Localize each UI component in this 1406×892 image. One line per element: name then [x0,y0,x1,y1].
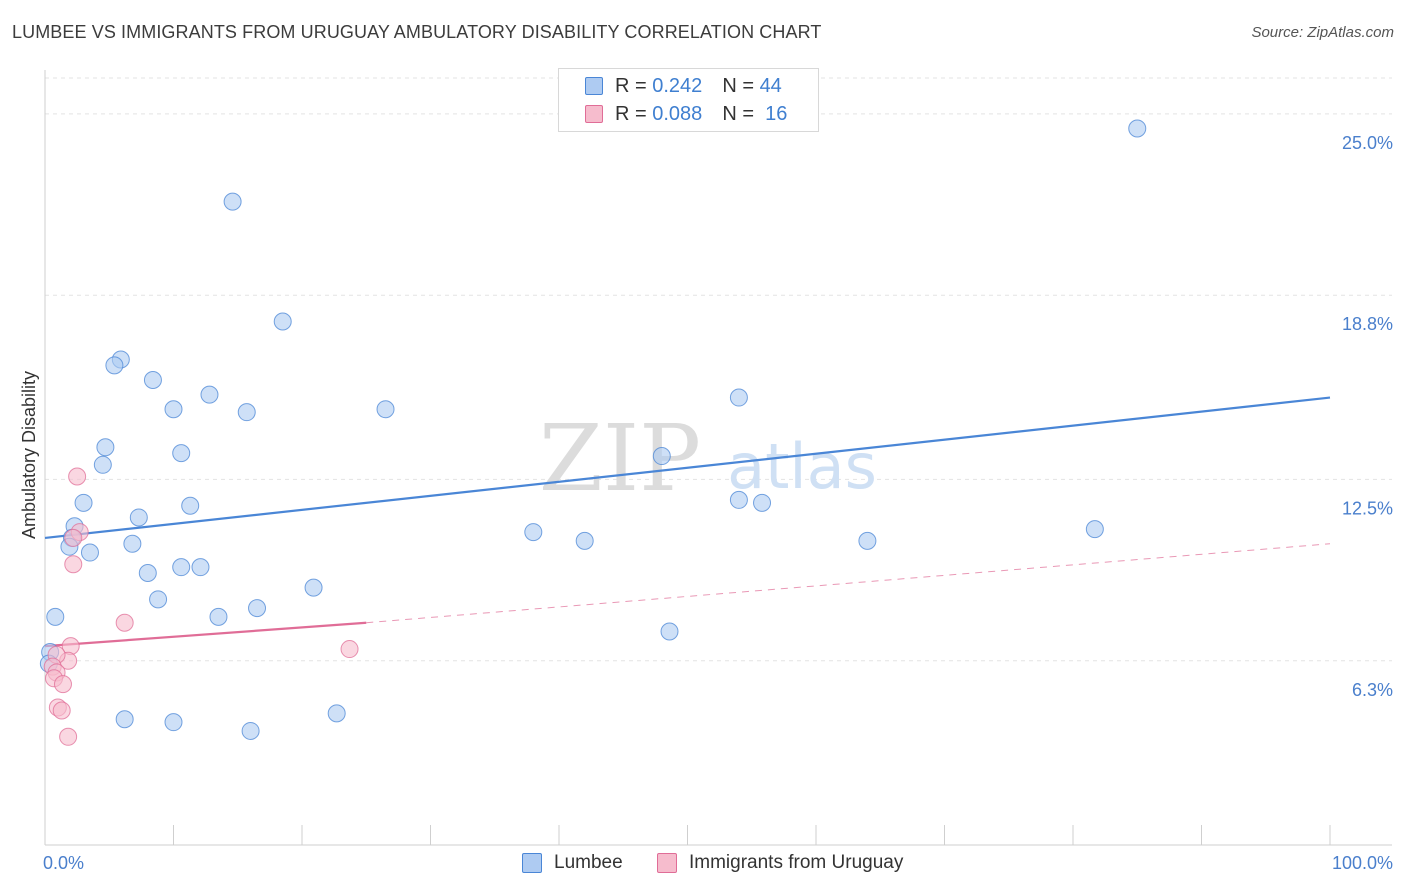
axes [44,70,1392,846]
grid-lines [45,77,1392,662]
point-lumbee [191,558,210,577]
n-label: N = [722,102,754,125]
n-value: 44 [759,74,782,97]
point-uruguay [59,727,78,746]
y-tick-label: 6.3% [1352,680,1393,700]
tick-labels: 6.3% 12.5% 18.8% 25.0% 0.0% 100.0% [43,133,1393,873]
point-lumbee [74,493,93,512]
x-tick-label: 0.0% [43,853,84,873]
legend-row-lumbee: R = 0.242 N = 44 [585,73,782,99]
point-uruguay [52,701,71,720]
trend-lines [44,396,1331,648]
legend-label-uruguay: Immigrants from Uruguay [689,852,904,873]
point-lumbee [93,455,112,474]
watermark-atlas: atlas [727,430,877,503]
point-uruguay [64,528,83,547]
correlation-legend: R = 0.242 N = 44 R = 0.088 N = 16 [558,68,819,132]
legend-label-lumbee: Lumbee [554,852,623,873]
y-axis-label: Ambulatory Disability [19,371,39,539]
point-lumbee [248,599,267,618]
point-lumbee [273,312,292,331]
point-uruguay [53,675,72,694]
point-uruguay [64,555,83,574]
n-label: N = [722,74,754,97]
r-label: R = [615,74,647,97]
y-tick-label: 25.0% [1342,133,1393,153]
point-lumbee [327,704,346,723]
n-value: 16 [765,102,788,125]
point-lumbee [115,710,134,729]
point-lumbee [524,523,543,542]
legend-item-uruguay: Immigrants from Uruguay [657,852,903,874]
trend-line-lumbee [44,396,1331,540]
point-lumbee [729,490,748,509]
point-lumbee [129,508,148,527]
point-lumbee [172,558,191,577]
point-uruguay [115,613,134,632]
source-label: Source: ZipAtlas.com [1251,24,1394,41]
point-lumbee [200,385,219,404]
point-lumbee [105,356,124,375]
point-lumbee [1128,119,1147,138]
series-legend: Lumbee Immigrants from Uruguay [0,852,1406,878]
data-points [39,119,1147,746]
point-lumbee [753,493,772,512]
point-lumbee [652,447,671,466]
legend-row-uruguay: R = 0.088 N = 16 [585,101,787,127]
point-lumbee [164,713,183,732]
y-tick-label: 18.8% [1342,314,1393,334]
trend-line-uruguay [44,621,367,648]
point-lumbee [80,543,99,562]
point-lumbee [729,388,748,407]
watermark: ZIP atlas [539,405,877,512]
point-lumbee [138,564,157,583]
x-tick-label: 100.0% [1332,853,1393,873]
point-lumbee [46,607,65,626]
point-lumbee [304,578,323,597]
point-lumbee [172,444,191,463]
point-lumbee [1085,520,1104,539]
trend-line-uruguay-extension [366,543,1331,624]
point-lumbee [858,531,877,550]
r-value: 0.088 [652,102,703,125]
point-lumbee [164,400,183,419]
point-lumbee [376,400,395,419]
point-lumbee [209,607,228,626]
point-lumbee [143,371,162,389]
chart-title: LUMBEE VS IMMIGRANTS FROM URUGUAY AMBULA… [12,22,822,42]
legend-swatch-uruguay [657,853,677,873]
point-lumbee [660,622,679,641]
point-lumbee [237,403,256,422]
r-value: 0.242 [652,74,703,97]
point-lumbee [123,534,142,553]
watermark-zip: ZIP [539,405,701,512]
y-tick-label: 12.5% [1342,498,1393,518]
r-label: R = [615,102,647,125]
point-lumbee [575,531,594,550]
legend-item-lumbee: Lumbee [522,852,623,874]
point-lumbee [149,590,168,609]
legend-swatch-uruguay [585,105,603,123]
point-lumbee [96,438,115,457]
legend-swatch-lumbee [585,77,603,95]
point-uruguay [68,467,87,486]
point-lumbee [181,496,200,515]
legend-swatch-lumbee [522,853,542,873]
point-uruguay [340,640,359,659]
point-lumbee [241,721,260,740]
point-lumbee [223,192,242,211]
